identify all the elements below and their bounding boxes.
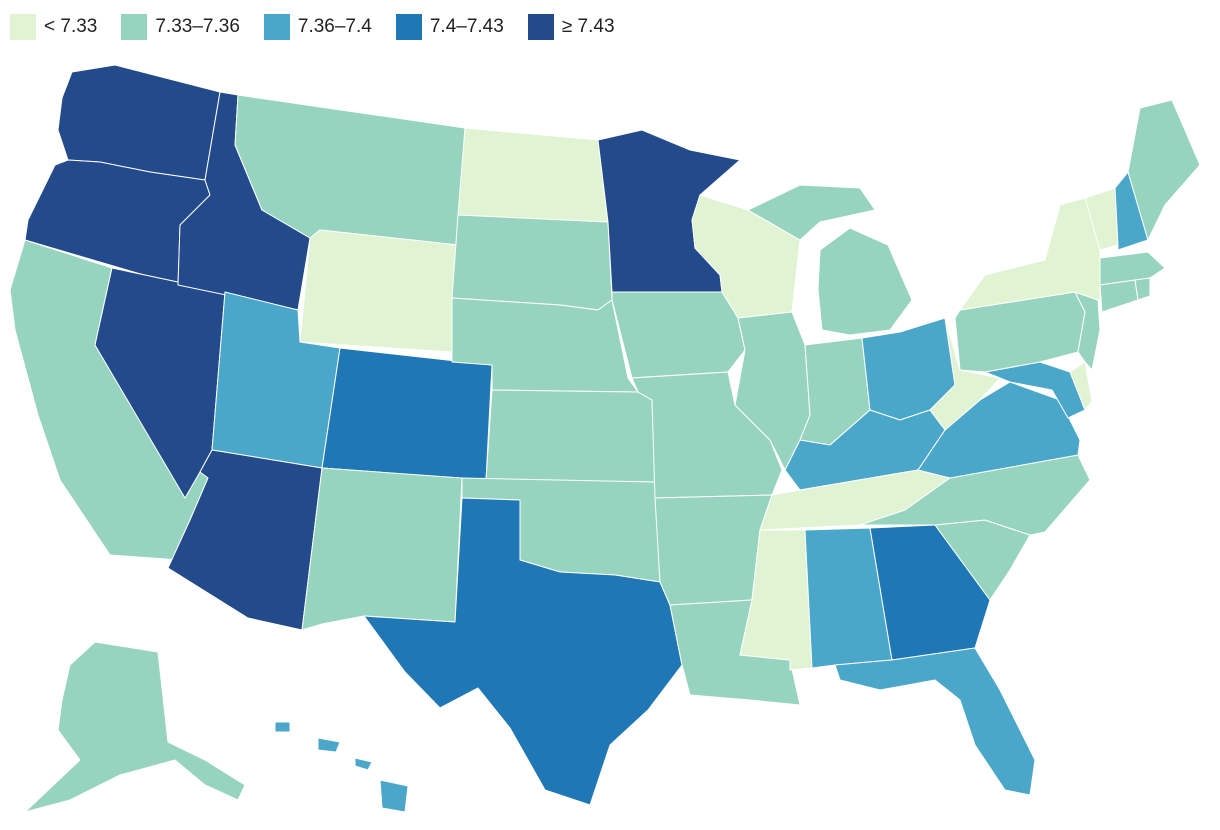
state-michigan[interactable] xyxy=(747,184,913,336)
state-iowa[interactable] xyxy=(611,291,746,379)
state-new-york[interactable] xyxy=(959,197,1101,311)
state-maine[interactable] xyxy=(1127,99,1201,241)
state-florida[interactable] xyxy=(834,647,1036,796)
state-hawaii[interactable] xyxy=(274,721,409,813)
legend-label: ≥ 7.43 xyxy=(561,16,615,37)
legend-swatch xyxy=(527,14,554,40)
state-west-virginia[interactable] xyxy=(929,317,1001,431)
legend-swatch xyxy=(121,14,148,40)
legend-item-bin-4: ≥ 7.43 xyxy=(527,14,615,40)
legend-item-bin-3: 7.4–7.43 xyxy=(395,14,504,40)
state-kansas[interactable] xyxy=(485,389,656,483)
state-missouri[interactable] xyxy=(631,371,783,499)
state-massachusetts[interactable] xyxy=(1099,251,1166,286)
legend-swatch xyxy=(395,14,422,40)
state-north-dakota[interactable] xyxy=(457,127,609,223)
legend-label: 7.36–7.4 xyxy=(297,16,372,37)
state-nebraska[interactable] xyxy=(451,297,639,393)
legend-item-bin-0: < 7.33 xyxy=(10,14,97,40)
state-connecticut[interactable] xyxy=(1099,279,1139,313)
state-new-jersey[interactable] xyxy=(1074,291,1101,371)
legend-swatch xyxy=(263,14,290,40)
state-texas[interactable] xyxy=(363,497,683,806)
state-delaware[interactable] xyxy=(1069,361,1093,411)
map-legend: < 7.33 7.33–7.36 7.36–7.4 7.4–7.43 ≥ 7.4… xyxy=(10,14,639,40)
legend-swatch xyxy=(10,14,36,40)
state-new-mexico[interactable] xyxy=(301,467,463,631)
legend-item-bin-2: 7.36–7.4 xyxy=(263,14,372,40)
state-maryland[interactable] xyxy=(984,361,1086,419)
state-rhode-island[interactable] xyxy=(1134,277,1151,301)
legend-item-bin-1: 7.33–7.36 xyxy=(121,14,240,40)
legend-label: 7.33–7.36 xyxy=(155,16,240,37)
state-alaska[interactable] xyxy=(24,641,246,813)
state-wyoming[interactable] xyxy=(299,229,459,353)
legend-label: < 7.33 xyxy=(44,16,98,37)
state-colorado[interactable] xyxy=(321,347,493,481)
state-south-dakota[interactable] xyxy=(451,214,613,311)
legend-label: 7.4–7.43 xyxy=(429,16,504,37)
state-new-hampshire[interactable] xyxy=(1114,171,1149,251)
